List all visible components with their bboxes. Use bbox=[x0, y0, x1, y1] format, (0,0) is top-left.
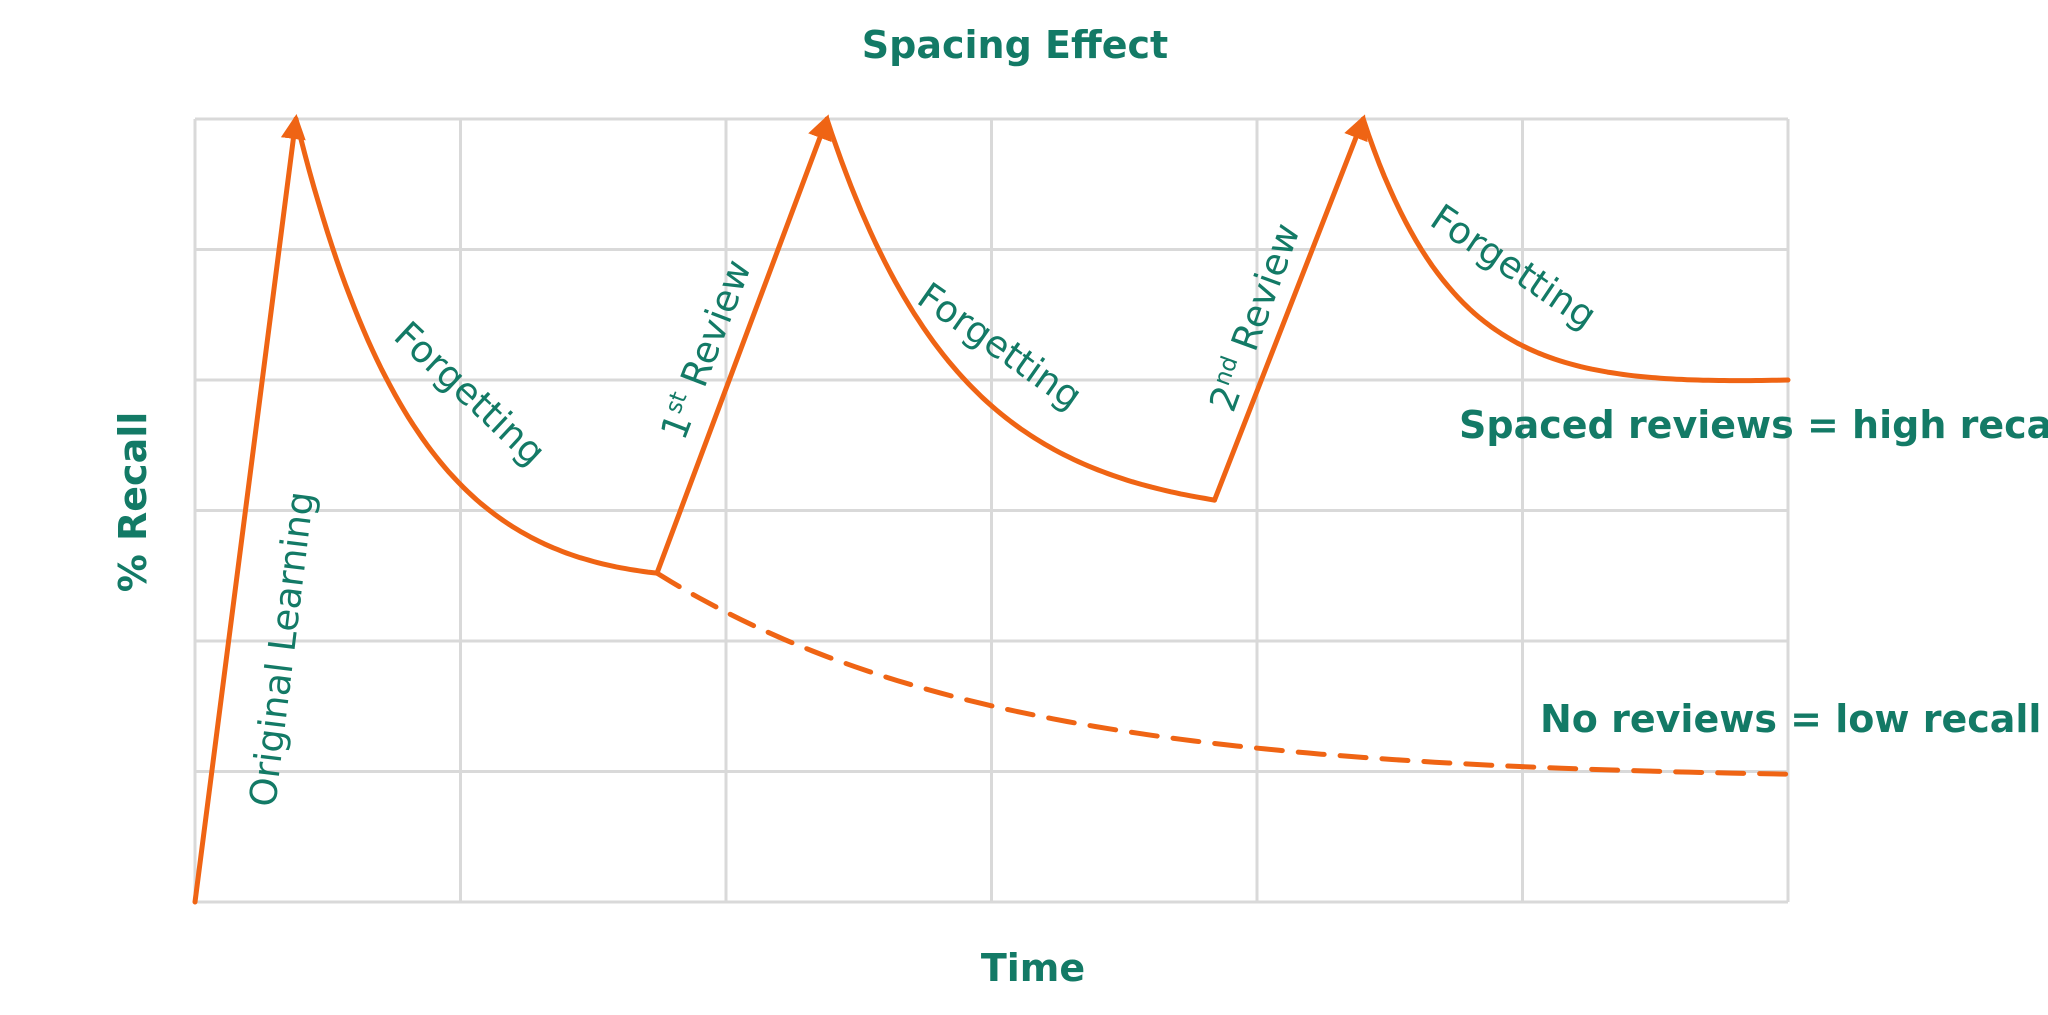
curve-no-review-decay bbox=[654, 570, 1791, 777]
chart-title: Spacing Effect bbox=[862, 23, 1168, 67]
first-review-label: 1st Review bbox=[652, 254, 760, 445]
low-recall-note: No reviews = low recall bbox=[1540, 697, 2041, 741]
curve-second-review bbox=[1212, 114, 1368, 503]
high-recall-note: Spaced reviews = high recall bbox=[1459, 403, 2048, 447]
recall-curves bbox=[192, 114, 1791, 905]
curve-first-review bbox=[654, 114, 832, 576]
x-axis-title: Time bbox=[981, 946, 1085, 990]
curve-forgetting-2 bbox=[824, 116, 1217, 503]
forgetting-label-1: Forgetting bbox=[386, 313, 554, 474]
forgetting-label-3: Forgetting bbox=[1423, 196, 1604, 338]
curve-original-learning bbox=[192, 114, 306, 905]
y-axis-title: % Recall bbox=[111, 412, 155, 593]
curve-forgetting-3 bbox=[1360, 116, 1791, 384]
curve-forgetting-1 bbox=[293, 116, 660, 576]
plot-grid bbox=[193, 117, 1790, 904]
second-review-label: 2nd Review bbox=[1201, 218, 1309, 417]
phase-annotations: Original Learning Forgetting 1st Review … bbox=[241, 196, 1604, 809]
original-learning-label: Original Learning bbox=[241, 489, 322, 809]
